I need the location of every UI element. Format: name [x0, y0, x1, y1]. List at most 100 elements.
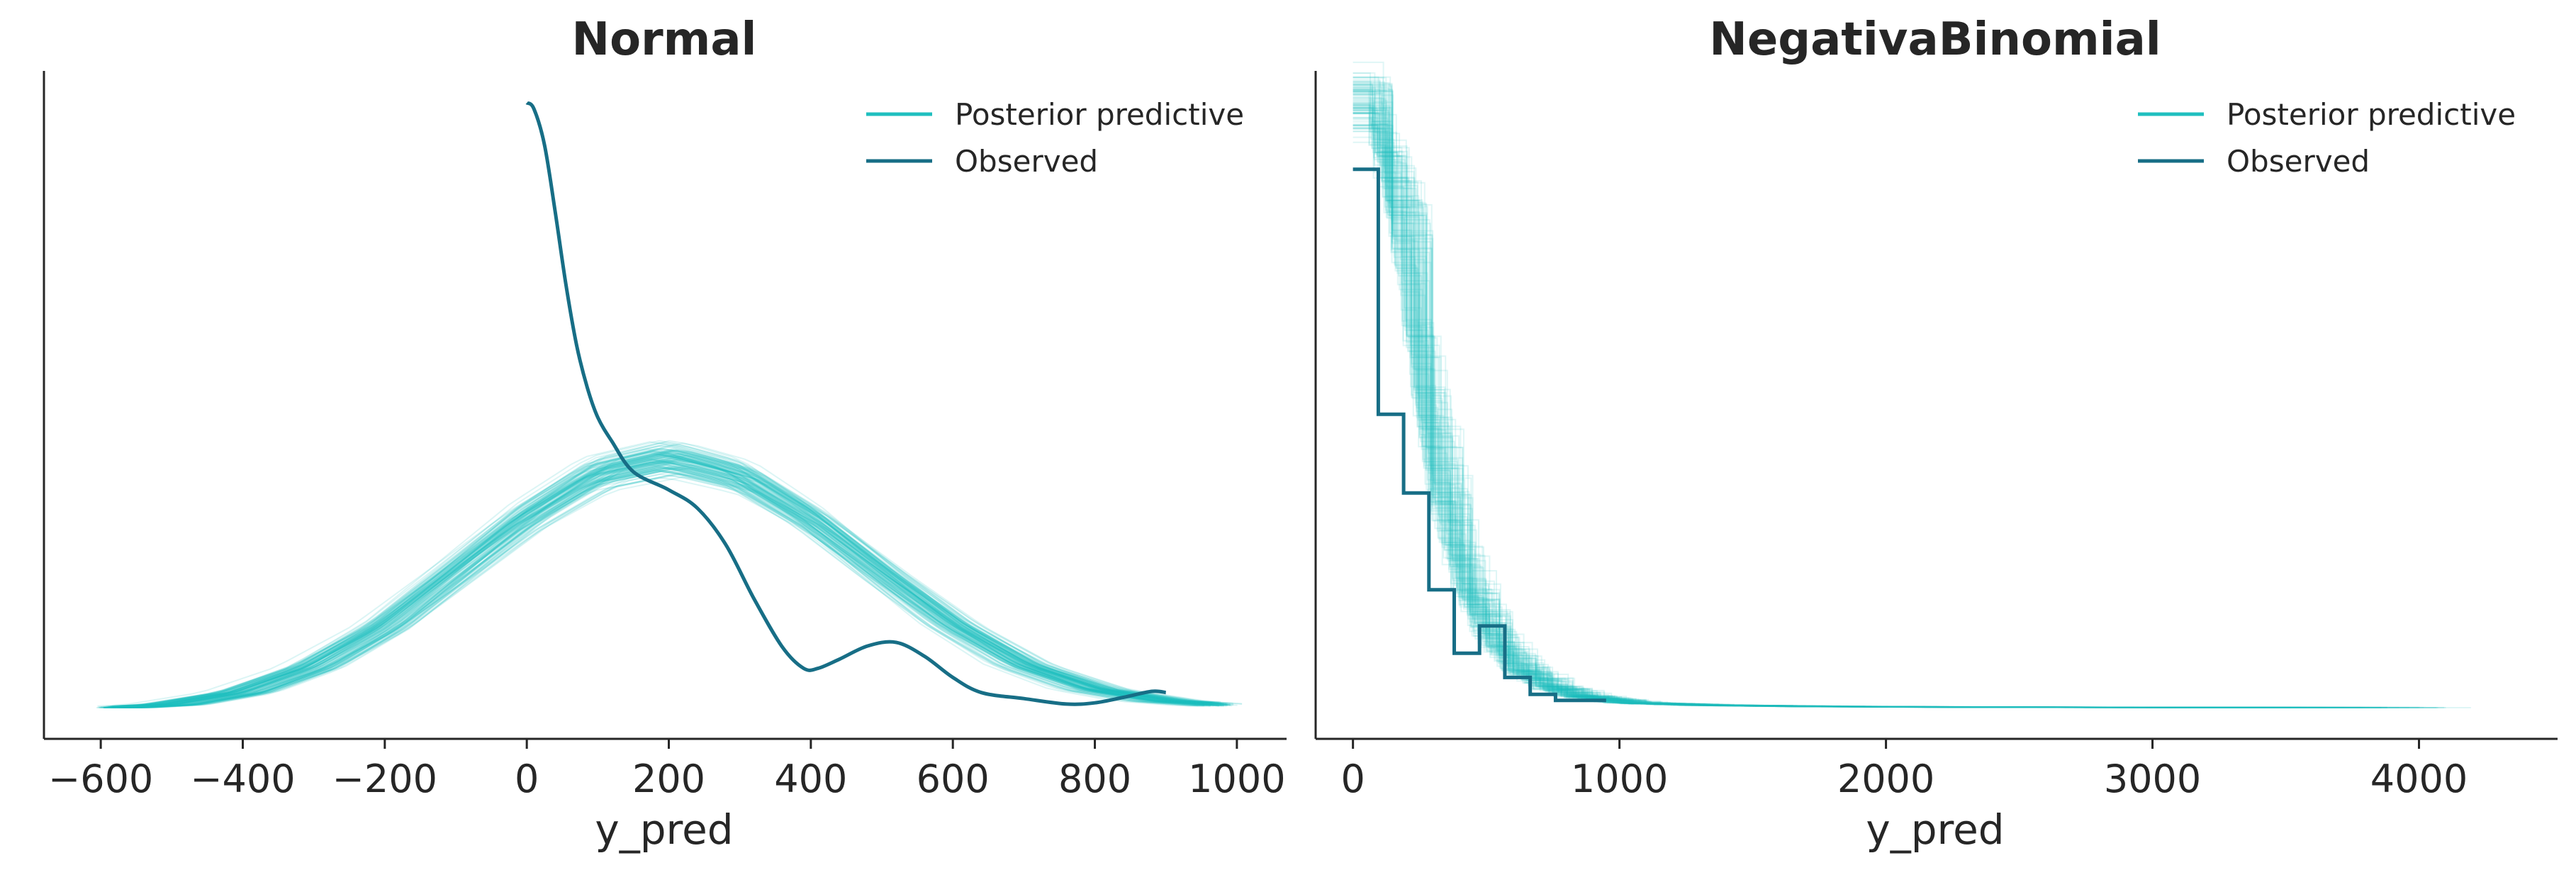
- posterior-predictive-draw: [141, 464, 1243, 708]
- chart-title: Normal: [572, 13, 757, 66]
- posterior-predictive-draw: [127, 459, 1228, 708]
- x-axis-label: y_pred: [1866, 806, 2004, 854]
- posterior-predictive-draw: [125, 459, 1226, 708]
- posterior-predictive-draw: [1353, 109, 2067, 708]
- posterior-predictive-draw: [126, 473, 1227, 708]
- posterior-predictive-draw: [113, 467, 1215, 708]
- panel-negative-binomial: NegativaBinomial 0 1000 2000 3000 4000 y_pre…: [1314, 13, 2558, 854]
- posterior-predictive-draw: [113, 461, 1214, 708]
- posterior-predictive-draw: [1353, 136, 2024, 708]
- posterior-predictive-draw: [132, 476, 1233, 708]
- posterior-predictive-draw: [107, 469, 1209, 708]
- legend-label-posterior-predictive: Posterior predictive: [955, 97, 1244, 132]
- posterior-predictive-draw: [1353, 76, 2217, 708]
- posterior-predictive-draw: [120, 462, 1221, 708]
- posterior-predictive-draw: [130, 473, 1231, 708]
- posterior-predictive-draw: [1353, 141, 1993, 708]
- posterior-predictive-draw: [1353, 86, 1686, 705]
- posterior-predictive-draw: [121, 461, 1222, 708]
- posterior-predictive-draw: [108, 445, 1209, 708]
- posterior-predictive-draw: [103, 450, 1204, 708]
- legend: Posterior predictive Observed: [2138, 97, 2516, 179]
- posterior-predictive-draw: [121, 452, 1221, 708]
- x-axis-ticks: −600 −400 −200 0 200 400 600 800 1000: [48, 739, 1286, 801]
- posterior-predictive-draw: [113, 456, 1215, 708]
- posterior-predictive-draw: [1353, 109, 2399, 708]
- posterior-predictive-draw: [99, 441, 1200, 708]
- posterior-predictive-draw: [121, 467, 1222, 708]
- posterior-predictive-draw: [1353, 130, 2215, 708]
- posterior-predictive-draw: [104, 459, 1205, 708]
- posterior-predictive-draw: [1353, 91, 1655, 706]
- posterior-predictive-draw: [111, 466, 1213, 708]
- posterior-predictive-draw: [1353, 89, 1673, 705]
- posterior-predictive-draw: [1353, 111, 1978, 708]
- posterior-predictive-draw: [1353, 104, 1684, 705]
- posterior-predictive-draw: [1353, 97, 1857, 708]
- posterior-predictive-draw: [111, 445, 1212, 708]
- posterior-predictive-draw: [130, 472, 1231, 708]
- posterior-predictive-draw: [113, 444, 1215, 707]
- posterior-predictive-draw: [1353, 90, 2363, 708]
- posterior-predictive-draw: [1353, 112, 2424, 708]
- posterior-predictive-draw: [1353, 94, 1924, 708]
- posterior-predictive-draw: [125, 466, 1227, 708]
- posterior-predictive-draw: [113, 457, 1214, 708]
- posterior-predictive-draw: [1353, 94, 2072, 708]
- posterior-predictive-draw: [133, 457, 1234, 708]
- posterior-predictive-draw: [1353, 96, 2287, 708]
- posterior-predictive-draw: [1353, 101, 2370, 708]
- posterior-predictive-draw: [123, 444, 1224, 708]
- posterior-predictive-draw: [1353, 83, 2444, 708]
- x-tick-label: 600: [917, 757, 990, 801]
- posterior-predictive-draw: [110, 467, 1211, 708]
- posterior-predictive-draw: [1353, 102, 2327, 708]
- legend-label-observed: Observed: [955, 144, 1098, 179]
- posterior-predictive-draw: [100, 450, 1201, 708]
- posterior-predictive-draw: [106, 461, 1207, 708]
- x-tick-label: 1000: [1571, 757, 1668, 801]
- x-tick-label: 4000: [2370, 757, 2468, 801]
- posterior-predictive-draw: [125, 462, 1227, 708]
- posterior-predictive-draw: [110, 469, 1211, 708]
- posterior-predictive-draw: [109, 454, 1211, 708]
- x-tick-label: 0: [1340, 757, 1365, 801]
- posterior-predictive-draw: [1353, 72, 2204, 708]
- posterior-predictive-draw: [1353, 82, 1623, 702]
- posterior-predictive-draw: [1353, 118, 2471, 708]
- posterior-predictive-draw: [1353, 121, 1844, 708]
- posterior-predictive-draw: [1353, 92, 2012, 708]
- posterior-predictive-draw: [1353, 108, 2136, 708]
- posterior-predictive-draw: [1353, 113, 1806, 707]
- posterior-predictive-draw: [126, 459, 1228, 708]
- x-tick-label: −600: [48, 757, 153, 801]
- posterior-predictive-draw: [1353, 125, 1881, 708]
- posterior-predictive-draw: [1353, 72, 1868, 708]
- posterior-predictive-draw: [123, 450, 1225, 708]
- posterior-predictive-draw: [104, 453, 1206, 708]
- posterior-predictive-draw: [119, 451, 1220, 708]
- posterior-predictive-draw: [1353, 84, 2302, 708]
- posterior-predictive-draw: [1353, 94, 1903, 708]
- posterior-predictive-draw: [1353, 109, 2266, 708]
- posterior-predictive-draw: [1353, 82, 2223, 708]
- posterior-predictive-draw: [120, 452, 1221, 707]
- posterior-predictive-draw: [117, 455, 1219, 708]
- posterior-predictive-draw: [1353, 123, 1620, 699]
- posterior-predictive-draw: [100, 461, 1202, 708]
- posterior-predictive-draw: [1353, 87, 2176, 708]
- posterior-predictive-draw: [103, 450, 1205, 708]
- posterior-predictive-draw: [123, 458, 1224, 708]
- x-tick-label: 400: [774, 757, 847, 801]
- posterior-predictive-draw: [102, 451, 1204, 708]
- posterior-predictive-draw: [1353, 79, 2127, 708]
- posterior-predictive-draw: [1353, 92, 2143, 708]
- posterior-predictive-draw: [1353, 104, 2446, 708]
- posterior-predictive-draw: [108, 440, 1210, 708]
- posterior-predictive-draw: [121, 449, 1221, 708]
- posterior-predictive-draw: [98, 452, 1199, 708]
- posterior-predictive-draw: [1353, 90, 2243, 708]
- legend-label-observed: Observed: [2227, 144, 2370, 179]
- posterior-predictive-draw: [111, 470, 1213, 708]
- posterior-predictive-draw: [1353, 91, 1881, 708]
